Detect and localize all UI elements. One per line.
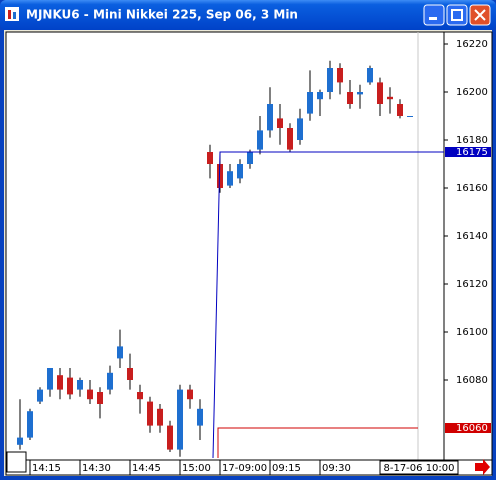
candle-body xyxy=(377,82,383,104)
reference-label: 16060 xyxy=(456,423,488,434)
candle-body xyxy=(97,392,103,404)
candle-body xyxy=(177,389,183,450)
x-tick-label: 17-09:00 xyxy=(222,463,267,474)
title-bar xyxy=(0,0,496,30)
y-tick-label: 16180 xyxy=(456,135,488,146)
candle-body xyxy=(267,104,273,131)
candle-body xyxy=(167,425,173,450)
window-title: MJNKU6 - Mini Nikkei 225, Sep 06, 3 Min xyxy=(26,8,298,22)
candle-body xyxy=(127,368,133,380)
candle-body xyxy=(107,372,113,390)
scroll-arrow[interactable] xyxy=(475,459,490,475)
reference-label-box xyxy=(445,423,491,433)
candle-body xyxy=(197,408,203,426)
candle-body xyxy=(287,128,293,150)
reference-line xyxy=(217,427,418,458)
candle-body xyxy=(347,92,353,104)
candle-body xyxy=(217,164,223,188)
candle-body xyxy=(147,401,153,426)
reference-label-box xyxy=(445,147,491,157)
x-tick-label: 09:30 xyxy=(322,463,351,474)
candle-body xyxy=(47,368,53,390)
candle-body xyxy=(157,408,163,426)
candle-body xyxy=(407,116,413,117)
y-tick-label: 16080 xyxy=(456,375,488,386)
y-tick-label: 16100 xyxy=(456,327,488,338)
x-tick-label: 14:30 xyxy=(82,463,111,474)
y-tick-label: 16140 xyxy=(456,231,488,242)
candle-body xyxy=(117,346,123,359)
candle-body xyxy=(27,411,33,438)
reference-label: 16175 xyxy=(456,147,488,158)
app-icon xyxy=(5,7,19,21)
cursor-label: 8-17-06 10:00 xyxy=(383,463,454,474)
corner-box[interactable] xyxy=(6,451,27,473)
cursor-label-box xyxy=(379,460,459,475)
plot-area xyxy=(5,31,493,461)
candle-body xyxy=(247,152,253,164)
candle-body xyxy=(257,130,263,150)
x-tick-label: 15:00 xyxy=(182,463,211,474)
candle-body xyxy=(367,68,373,83)
candle-body xyxy=(317,92,323,100)
x-axis-strip xyxy=(5,459,493,476)
candle-body xyxy=(277,118,283,128)
candle-body xyxy=(327,68,333,92)
y-tick-label: 16200 xyxy=(456,87,488,98)
candle-body xyxy=(17,437,23,445)
candle-body xyxy=(77,380,83,390)
candle-body xyxy=(37,389,43,402)
maximize-button[interactable] xyxy=(446,4,468,26)
minimize-icon xyxy=(429,17,437,20)
candle-body xyxy=(357,92,363,95)
candle-body xyxy=(207,152,213,164)
candle-body xyxy=(397,104,403,116)
candle-body xyxy=(87,389,93,400)
candle-body xyxy=(337,68,343,83)
candle-body xyxy=(237,164,243,179)
close-icon xyxy=(474,9,486,21)
x-tick-label: 09:15 xyxy=(272,463,301,474)
minimize-button[interactable] xyxy=(423,4,445,26)
candle-body xyxy=(57,375,63,390)
app-icon-bar xyxy=(13,12,16,19)
maximize-icon xyxy=(451,9,463,21)
candle-body xyxy=(137,392,143,400)
x-tick-label: 14:45 xyxy=(132,463,161,474)
y-tick-label: 16220 xyxy=(456,39,488,50)
y-tick-label: 16160 xyxy=(456,183,488,194)
y-tick-label: 16120 xyxy=(456,279,488,290)
candle-body xyxy=(67,377,73,395)
app-icon-bar xyxy=(8,10,11,19)
candle-body xyxy=(227,171,233,186)
candle-body xyxy=(297,118,303,140)
candle-body xyxy=(187,389,193,400)
candle-body xyxy=(387,96,393,100)
x-tick-label: 14:15 xyxy=(32,463,61,474)
reference-line xyxy=(212,151,444,459)
candle-body xyxy=(307,92,313,114)
